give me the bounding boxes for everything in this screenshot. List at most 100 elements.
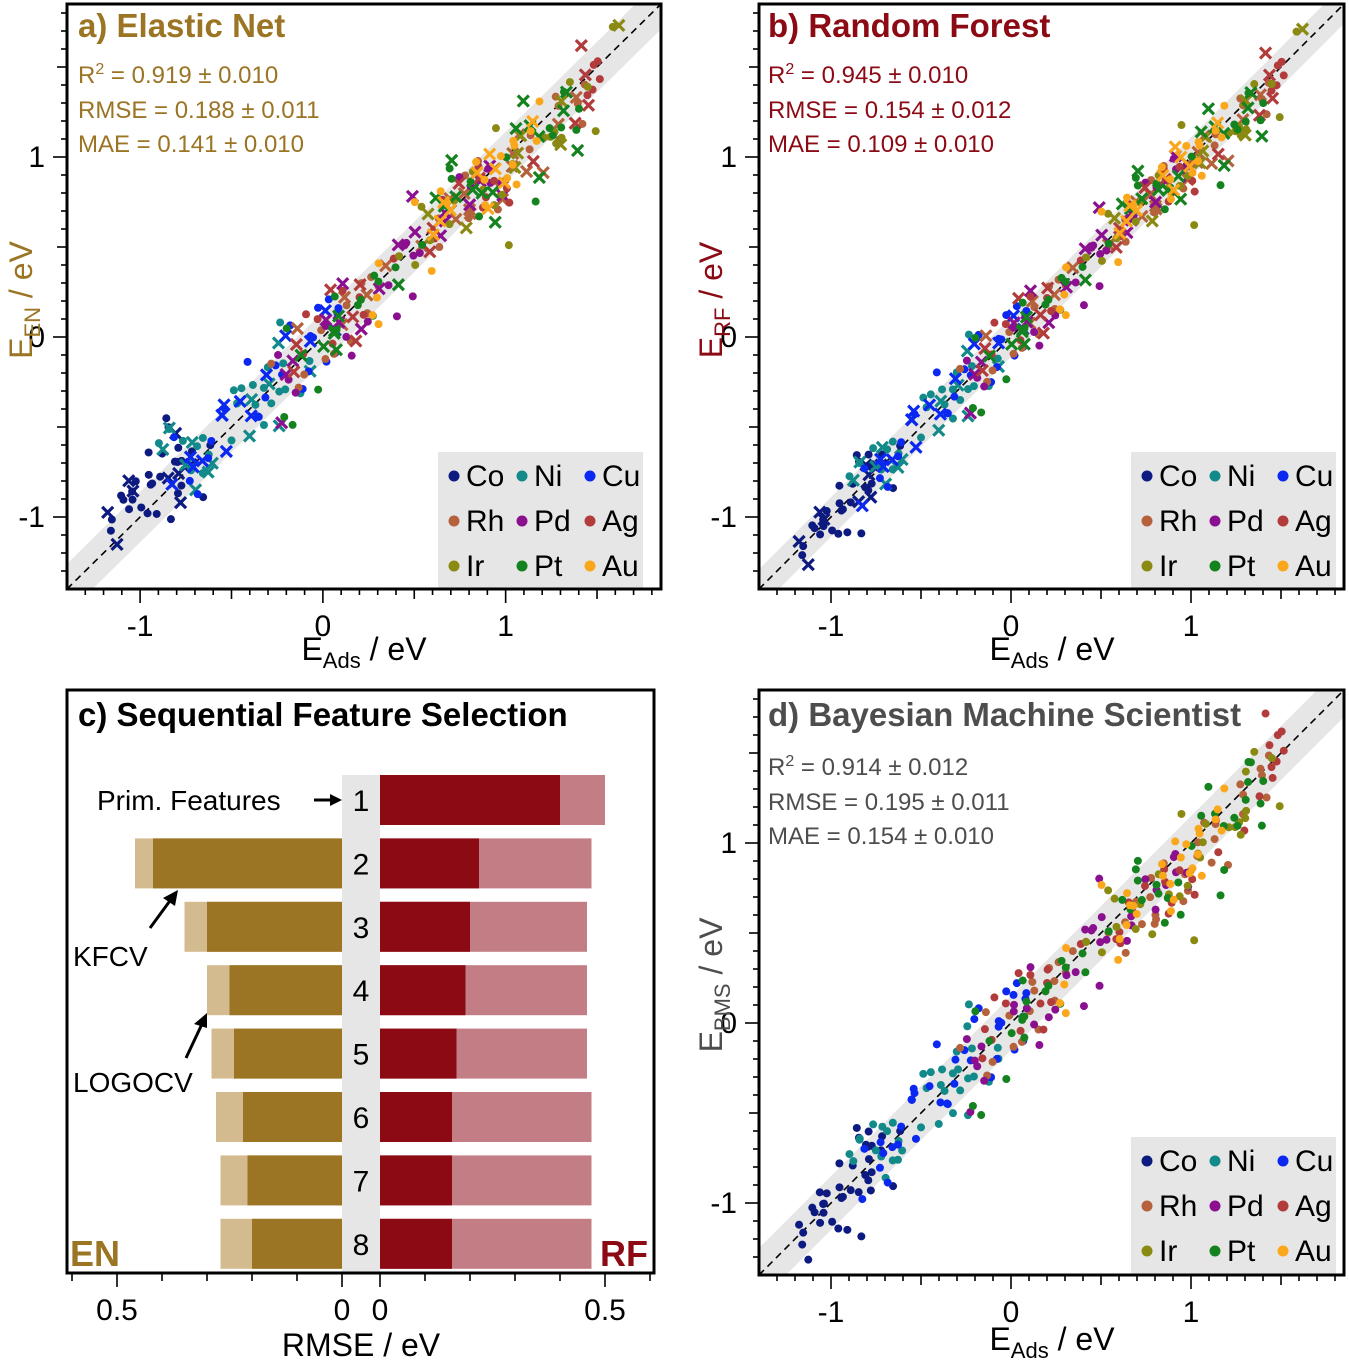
data-point-au <box>1166 195 1175 204</box>
data-point-au <box>1211 116 1225 130</box>
data-point-au <box>1055 305 1064 314</box>
data-point-ag <box>581 98 596 112</box>
data-point-ag <box>1001 999 1010 1008</box>
data-point-ag <box>1026 292 1035 301</box>
data-point-cu <box>876 1138 885 1147</box>
data-point-au <box>1211 815 1220 824</box>
legend-label-pd: Pd <box>1227 505 1264 538</box>
data-point-au <box>1061 1009 1070 1018</box>
panel-b-rmse: RMSE = 0.154 ± 0.012 <box>768 97 1011 124</box>
data-point-pt <box>1020 1033 1029 1042</box>
data-point-pt <box>1255 129 1269 143</box>
bar-en-logocv-8 <box>252 1218 342 1269</box>
data-point-pt <box>1135 192 1149 206</box>
panel-b-r2: R2 = 0.945 ± 0.010 <box>768 61 968 89</box>
data-point-pt <box>985 1037 994 1046</box>
data-point-ni <box>229 386 238 395</box>
data-point-ir <box>1190 221 1199 230</box>
data-point-ag <box>589 60 598 69</box>
data-point-ni <box>251 400 260 409</box>
data-point-pd <box>1010 1000 1019 1009</box>
data-point-pd <box>1089 924 1098 933</box>
panel-c-title: c) Sequential Feature Selection <box>78 696 568 733</box>
data-point-co <box>846 1186 855 1195</box>
data-point-pt <box>1233 821 1242 830</box>
legend-marker-co <box>1141 1155 1153 1167</box>
data-point-pd <box>408 225 422 239</box>
data-point-co <box>834 529 843 538</box>
bar-rf-logocv-2 <box>380 838 479 889</box>
data-point-pt <box>445 164 454 173</box>
legend-label-pd: Pd <box>1227 1190 1264 1223</box>
data-point-au <box>1114 955 1123 964</box>
data-point-cu <box>165 477 179 491</box>
legend-label-au: Au <box>1295 1235 1332 1268</box>
data-point-ag <box>1273 61 1282 70</box>
data-point-ag <box>1279 71 1288 80</box>
data-point-pt <box>1259 99 1268 108</box>
data-point-au <box>443 203 458 217</box>
data-point-cu <box>186 460 200 474</box>
data-point-pt <box>548 131 557 140</box>
data-point-rh <box>981 1008 990 1017</box>
x-tick-label: 1 <box>1183 610 1200 643</box>
data-point-cu <box>997 1018 1006 1027</box>
bar-en-logocv-5 <box>234 1028 342 1079</box>
data-point-rh <box>435 243 444 252</box>
data-point-cu <box>925 1082 934 1091</box>
data-point-pt <box>280 412 289 421</box>
data-point-co <box>125 505 134 514</box>
data-point-ag <box>1262 68 1277 82</box>
data-point-co <box>126 484 140 498</box>
data-point-cu <box>858 1195 867 1204</box>
data-point-pt <box>1081 968 1090 977</box>
data-point-ni <box>156 442 170 457</box>
y-tick-label: 0 <box>720 321 737 354</box>
data-point-pt <box>560 87 569 96</box>
data-point-ni <box>883 445 892 454</box>
feature-count-label: 8 <box>353 1229 370 1262</box>
data-point-au <box>1194 138 1203 147</box>
data-point-ni <box>888 1118 897 1127</box>
data-point-au <box>1157 163 1166 172</box>
data-point-pd <box>1081 925 1090 934</box>
data-point-au <box>526 127 535 136</box>
feature-count-label: 2 <box>353 848 370 881</box>
data-point-ni <box>934 1119 943 1128</box>
panel-d-bayesian-machine-scientist: Co Ni Cu Rh Pd Ag Ir Pt Au -1 0 1 -1 0 1 d) Bayesian … <box>693 688 1346 1363</box>
data-point-au <box>1213 805 1222 814</box>
data-point-pd <box>319 313 333 327</box>
data-point-pt <box>1244 89 1253 98</box>
data-point-au <box>1114 258 1123 267</box>
data-point-co <box>857 529 866 538</box>
data-point-ag <box>1140 881 1149 890</box>
data-point-rh <box>1028 977 1037 986</box>
data-point-au <box>1062 263 1071 272</box>
data-point-pt <box>1078 949 1087 958</box>
data-point-pd <box>286 354 300 368</box>
data-point-pt <box>1015 325 1029 339</box>
data-point-rh <box>1207 858 1216 867</box>
data-point-pt <box>977 408 986 417</box>
data-point-au <box>1113 226 1127 240</box>
data-point-ir <box>459 221 473 235</box>
data-point-rh <box>988 366 997 375</box>
data-point-rh <box>1256 764 1265 773</box>
data-point-pt <box>1041 300 1050 309</box>
data-point-cu <box>907 1095 916 1104</box>
data-point-pt <box>1216 181 1225 190</box>
data-point-rh <box>956 1043 965 1052</box>
data-point-ag <box>1036 999 1045 1008</box>
data-point-pt <box>1201 102 1216 116</box>
data-point-cu <box>183 450 198 464</box>
data-point-cu <box>243 357 252 366</box>
data-point-ag <box>349 334 363 348</box>
data-point-ni <box>969 1072 978 1081</box>
legend-marker-pt <box>1209 560 1221 572</box>
data-point-ir <box>1201 819 1210 828</box>
data-point-pt <box>294 348 308 362</box>
data-point-cu <box>885 453 899 467</box>
data-point-pd <box>1097 913 1106 922</box>
data-point-ir <box>1097 256 1106 265</box>
data-point-ni <box>279 359 288 368</box>
